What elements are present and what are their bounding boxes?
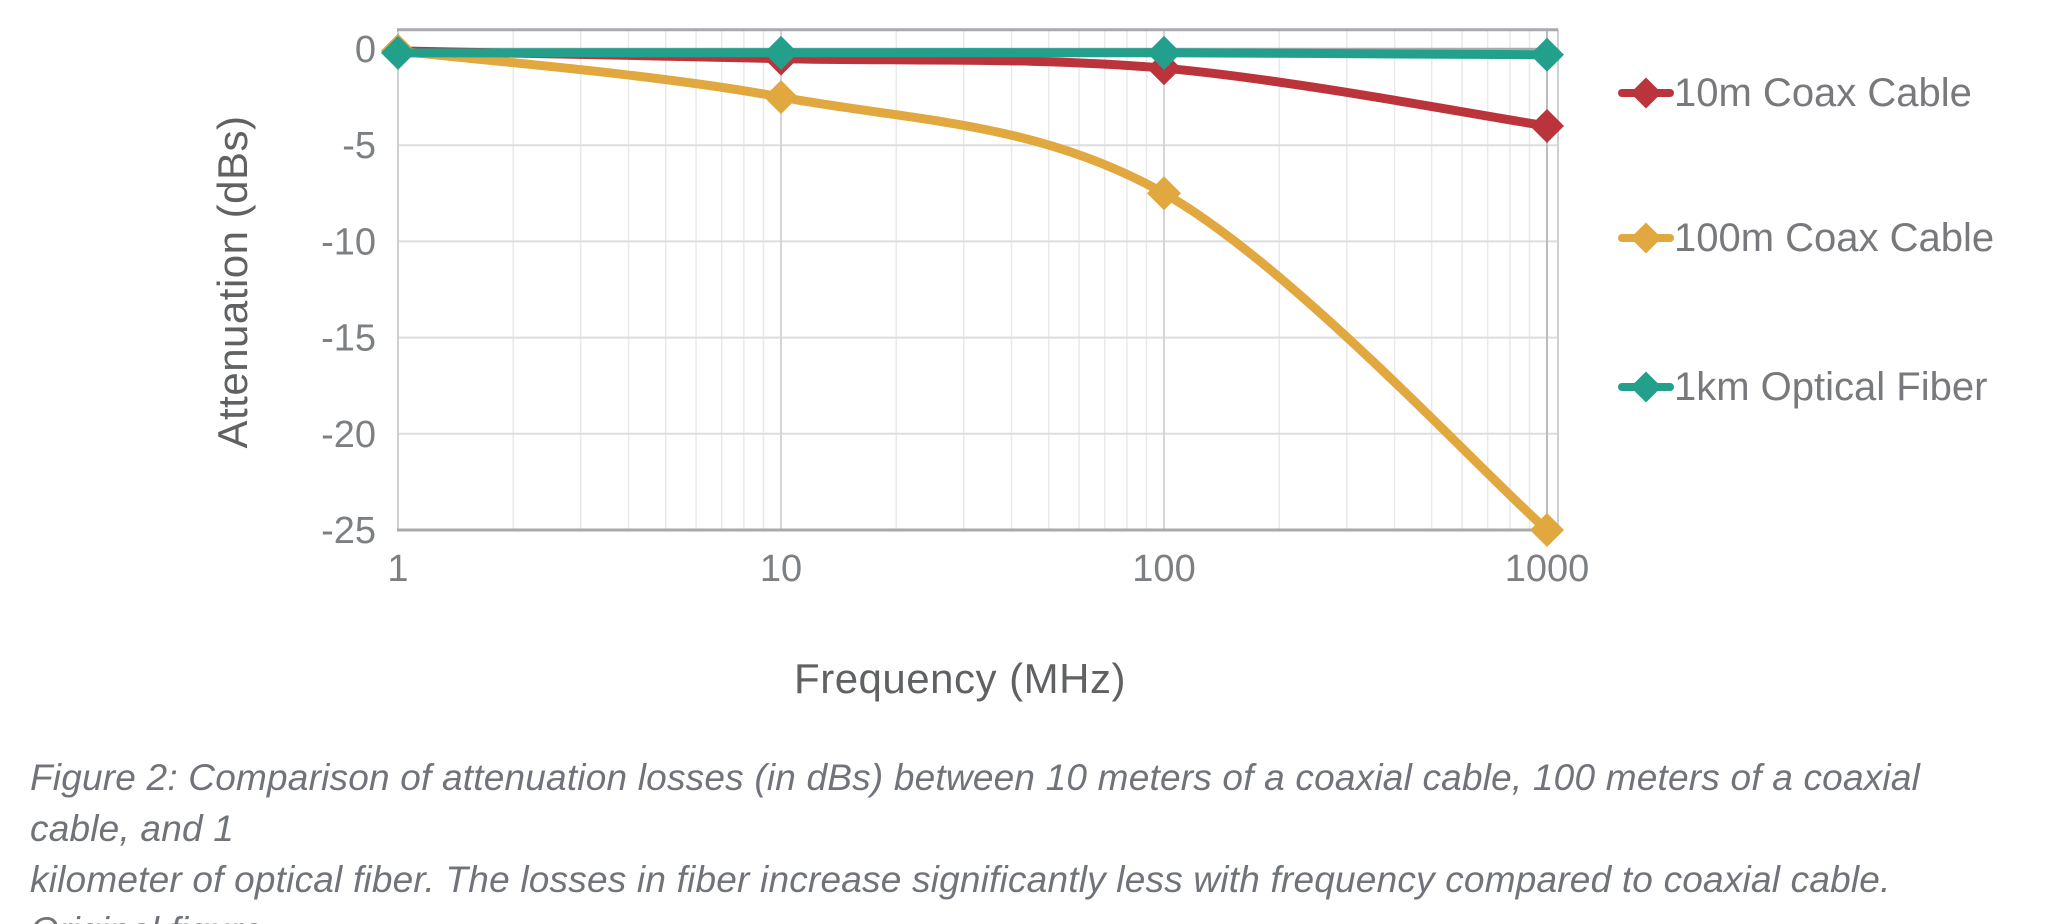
caption-text: Figure 2: Comparison of attenuation loss… [30,757,1921,924]
data-point-marker [1530,37,1564,72]
legend-item-10m-coax: 10m Coax Cable [1618,70,1972,116]
legend-item-100m-coax: 100m Coax Cable [1618,215,1994,261]
x-tick-label: 100 [1132,548,1195,590]
data-point-marker [1530,513,1564,547]
y-tick-label: -15 [321,318,376,360]
data-point-marker [381,35,415,70]
legend-marker-diamond-icon [1618,77,1674,109]
line-chart-canvas: 0 -5 -10 -15 -20 -25 1 10 100 1000 [321,28,1590,590]
y-tick-label: 0 [355,29,376,71]
y-tick-label: -25 [321,510,376,552]
y-tick-label: -20 [321,414,376,456]
legend-label: 10m Coax Cable [1674,70,1972,115]
x-axis-title: Frequency (MHz) [794,655,1126,702]
data-point-marker [1147,35,1181,70]
x-tick-label: 1 [387,548,408,590]
series-line-2 [393,48,1552,60]
y-axis-title: Attenuation (dBs) [209,115,256,449]
data-point-marker [764,35,798,70]
legend-label: 1km Optical Fiber [1674,364,1988,409]
legend-item-1km-fiber: 1km Optical Fiber [1618,364,1987,410]
attenuation-chart: 0 -5 -10 -15 -20 -25 1 10 100 1000 Attenuation (d… [209,28,1994,702]
x-tick-label: 1000 [1505,548,1590,590]
y-tick-label: -10 [321,221,376,263]
series-line-0 [393,46,1552,131]
series-line-1 [393,46,1552,535]
legend-marker-diamond-icon [1618,371,1674,403]
data-point-marker [1147,176,1181,211]
x-tick-label: 10 [760,548,802,590]
data-point-marker [764,80,798,115]
data-point-marker [1530,108,1564,143]
legend-label: 100m Coax Cable [1674,215,1995,260]
figure-caption: Figure 2: Comparison of attenuation loss… [30,752,2028,924]
y-tick-label: -5 [342,125,376,167]
legend-marker-diamond-icon [1618,222,1674,254]
